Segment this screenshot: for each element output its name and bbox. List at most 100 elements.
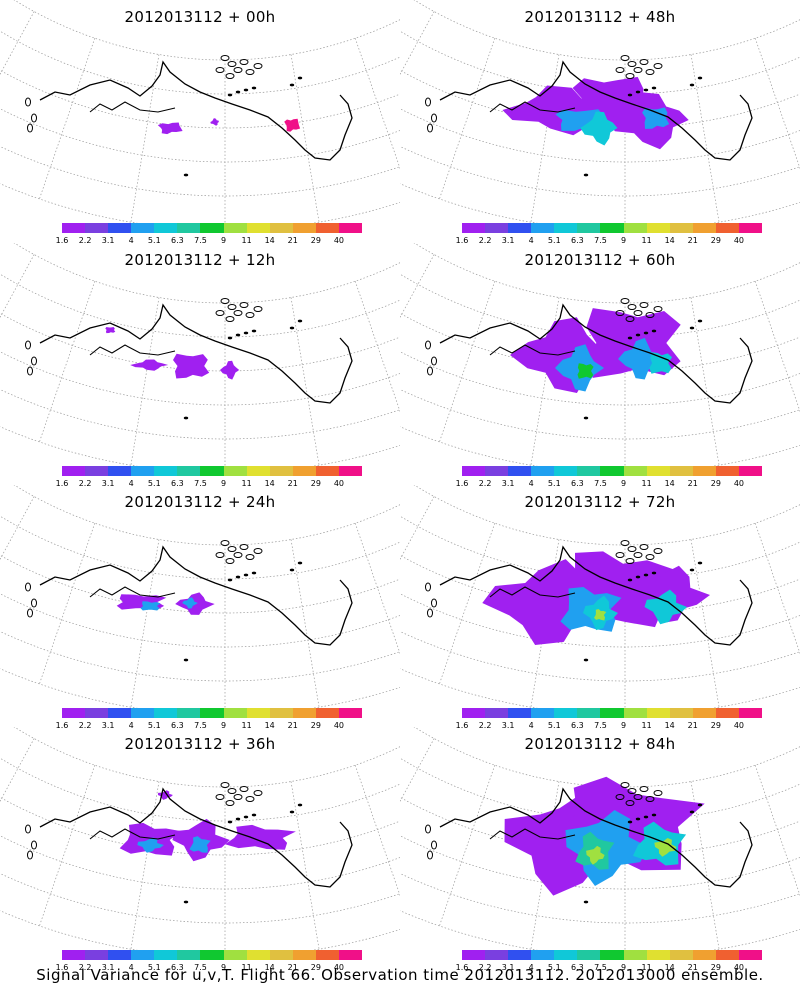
island [645, 69, 655, 75]
colorbar-level-label: 5.1 [147, 721, 161, 730]
variance-region [649, 352, 673, 374]
meridian-line [754, 523, 800, 655]
island [297, 76, 303, 80]
island [245, 312, 255, 318]
colorbar-swatch [738, 466, 763, 476]
colorbar-labels: 1.6 2.2 3.1 4 5.1 6.3 7.5 9 11 14 21 29 40 [456, 721, 762, 731]
colorbar-level-label: 9 [620, 963, 627, 972]
colorbar-level-label: 21 [687, 236, 698, 245]
island [653, 548, 663, 554]
latitude-line [0, 389, 400, 440]
colorbar-swatch [269, 223, 293, 233]
colorbar-swatch [62, 708, 86, 718]
island [251, 86, 257, 90]
colorbar-labels: 1.6 2.2 3.1 4 5.1 6.3 7.5 9 11 14 21 29 40 [456, 236, 762, 246]
island [625, 73, 635, 79]
colorbar-swatch [600, 708, 624, 718]
island [215, 67, 225, 73]
meridian-line [290, 781, 320, 950]
colorbar-swatch [738, 950, 763, 960]
island [251, 813, 257, 817]
island [227, 820, 233, 824]
colorbar-swatch [292, 708, 316, 718]
variance-region [482, 559, 620, 645]
island [431, 113, 437, 123]
island [697, 561, 703, 565]
colorbar-swatch [177, 466, 201, 476]
colorbar-level-label: 11 [641, 236, 652, 245]
island [639, 544, 649, 550]
colorbar-level-label: 1.6 [455, 236, 469, 245]
colorbar-level-label: 21 [687, 479, 698, 488]
latitude-line [400, 30, 800, 95]
colorbar-level-label: 2.2 [78, 721, 92, 730]
meridian-line [400, 738, 435, 803]
colorbar-swatch [485, 708, 509, 718]
island [643, 815, 649, 819]
colorbar-level-label: 14 [664, 963, 675, 972]
panel-title: 2012013112 + 12h [124, 251, 276, 269]
island [183, 658, 189, 662]
island [620, 298, 630, 304]
island [183, 416, 189, 420]
island [289, 810, 295, 814]
colorbar-level-label: 7.5 [594, 236, 607, 245]
island [689, 83, 695, 87]
colorbar-level-label: 1.6 [55, 236, 69, 245]
island [239, 59, 249, 65]
island [253, 63, 263, 69]
variance-region [580, 111, 618, 146]
island [253, 790, 263, 796]
colorbar-swatch [315, 223, 339, 233]
meridian-line [400, 496, 435, 561]
island [227, 304, 237, 310]
island [233, 552, 243, 558]
colorbar-level-label: 4 [528, 721, 534, 730]
colorbar-level-label: 40 [733, 721, 745, 730]
island [297, 561, 303, 565]
latitude-line [13, 0, 400, 61]
colorbar-labels: 1.6 2.2 3.1 4 5.1 6.3 7.5 9 11 14 21 29 40 [56, 721, 362, 731]
island [239, 544, 249, 550]
meridian-line [0, 738, 35, 803]
colorbar-level-label: 21 [287, 236, 298, 245]
colorbar [62, 466, 363, 476]
colorbar-swatch [338, 950, 363, 960]
panel-title: 2012013112 + 72h [524, 493, 676, 511]
meridian-line [290, 54, 320, 223]
variance-region [173, 353, 210, 379]
colorbar-swatch [85, 708, 109, 718]
variance-region [577, 363, 594, 379]
island [635, 817, 641, 821]
island [697, 76, 703, 80]
variance-region [654, 838, 677, 857]
island [27, 850, 33, 860]
island [235, 575, 241, 579]
island [635, 90, 641, 94]
map-panel-84h: 2012013112 + 84h 1.6 2.2 3.1 4 5.1 6.3 7.5 9 11 1… [400, 727, 800, 972]
coastline [439, 787, 753, 888]
latitude-line [0, 108, 400, 163]
panel-title: 2012013112 + 84h [524, 735, 676, 753]
variance-region [225, 824, 296, 850]
colorbar-swatch [223, 223, 247, 233]
island [689, 326, 695, 330]
colorbar-level-label: 3.1 [101, 236, 115, 245]
colorbar-level-label: 29 [310, 721, 321, 730]
colorbar-swatch [554, 223, 578, 233]
island [425, 97, 431, 107]
island [583, 416, 589, 420]
island [31, 598, 37, 608]
island [245, 796, 255, 802]
colorbar [462, 223, 763, 233]
island [227, 788, 237, 794]
colorbar-level-label: 14 [664, 721, 675, 730]
meridian-line [354, 523, 400, 655]
colorbar-level-label: 7.5 [594, 479, 607, 488]
colorbar-level-label: 5.1 [547, 963, 561, 972]
meridian-line [439, 765, 496, 927]
latitude-line [400, 69, 800, 129]
colorbar-swatch [600, 223, 624, 233]
colorbar-swatch [108, 708, 132, 718]
colorbar-level-label: 21 [287, 721, 298, 730]
